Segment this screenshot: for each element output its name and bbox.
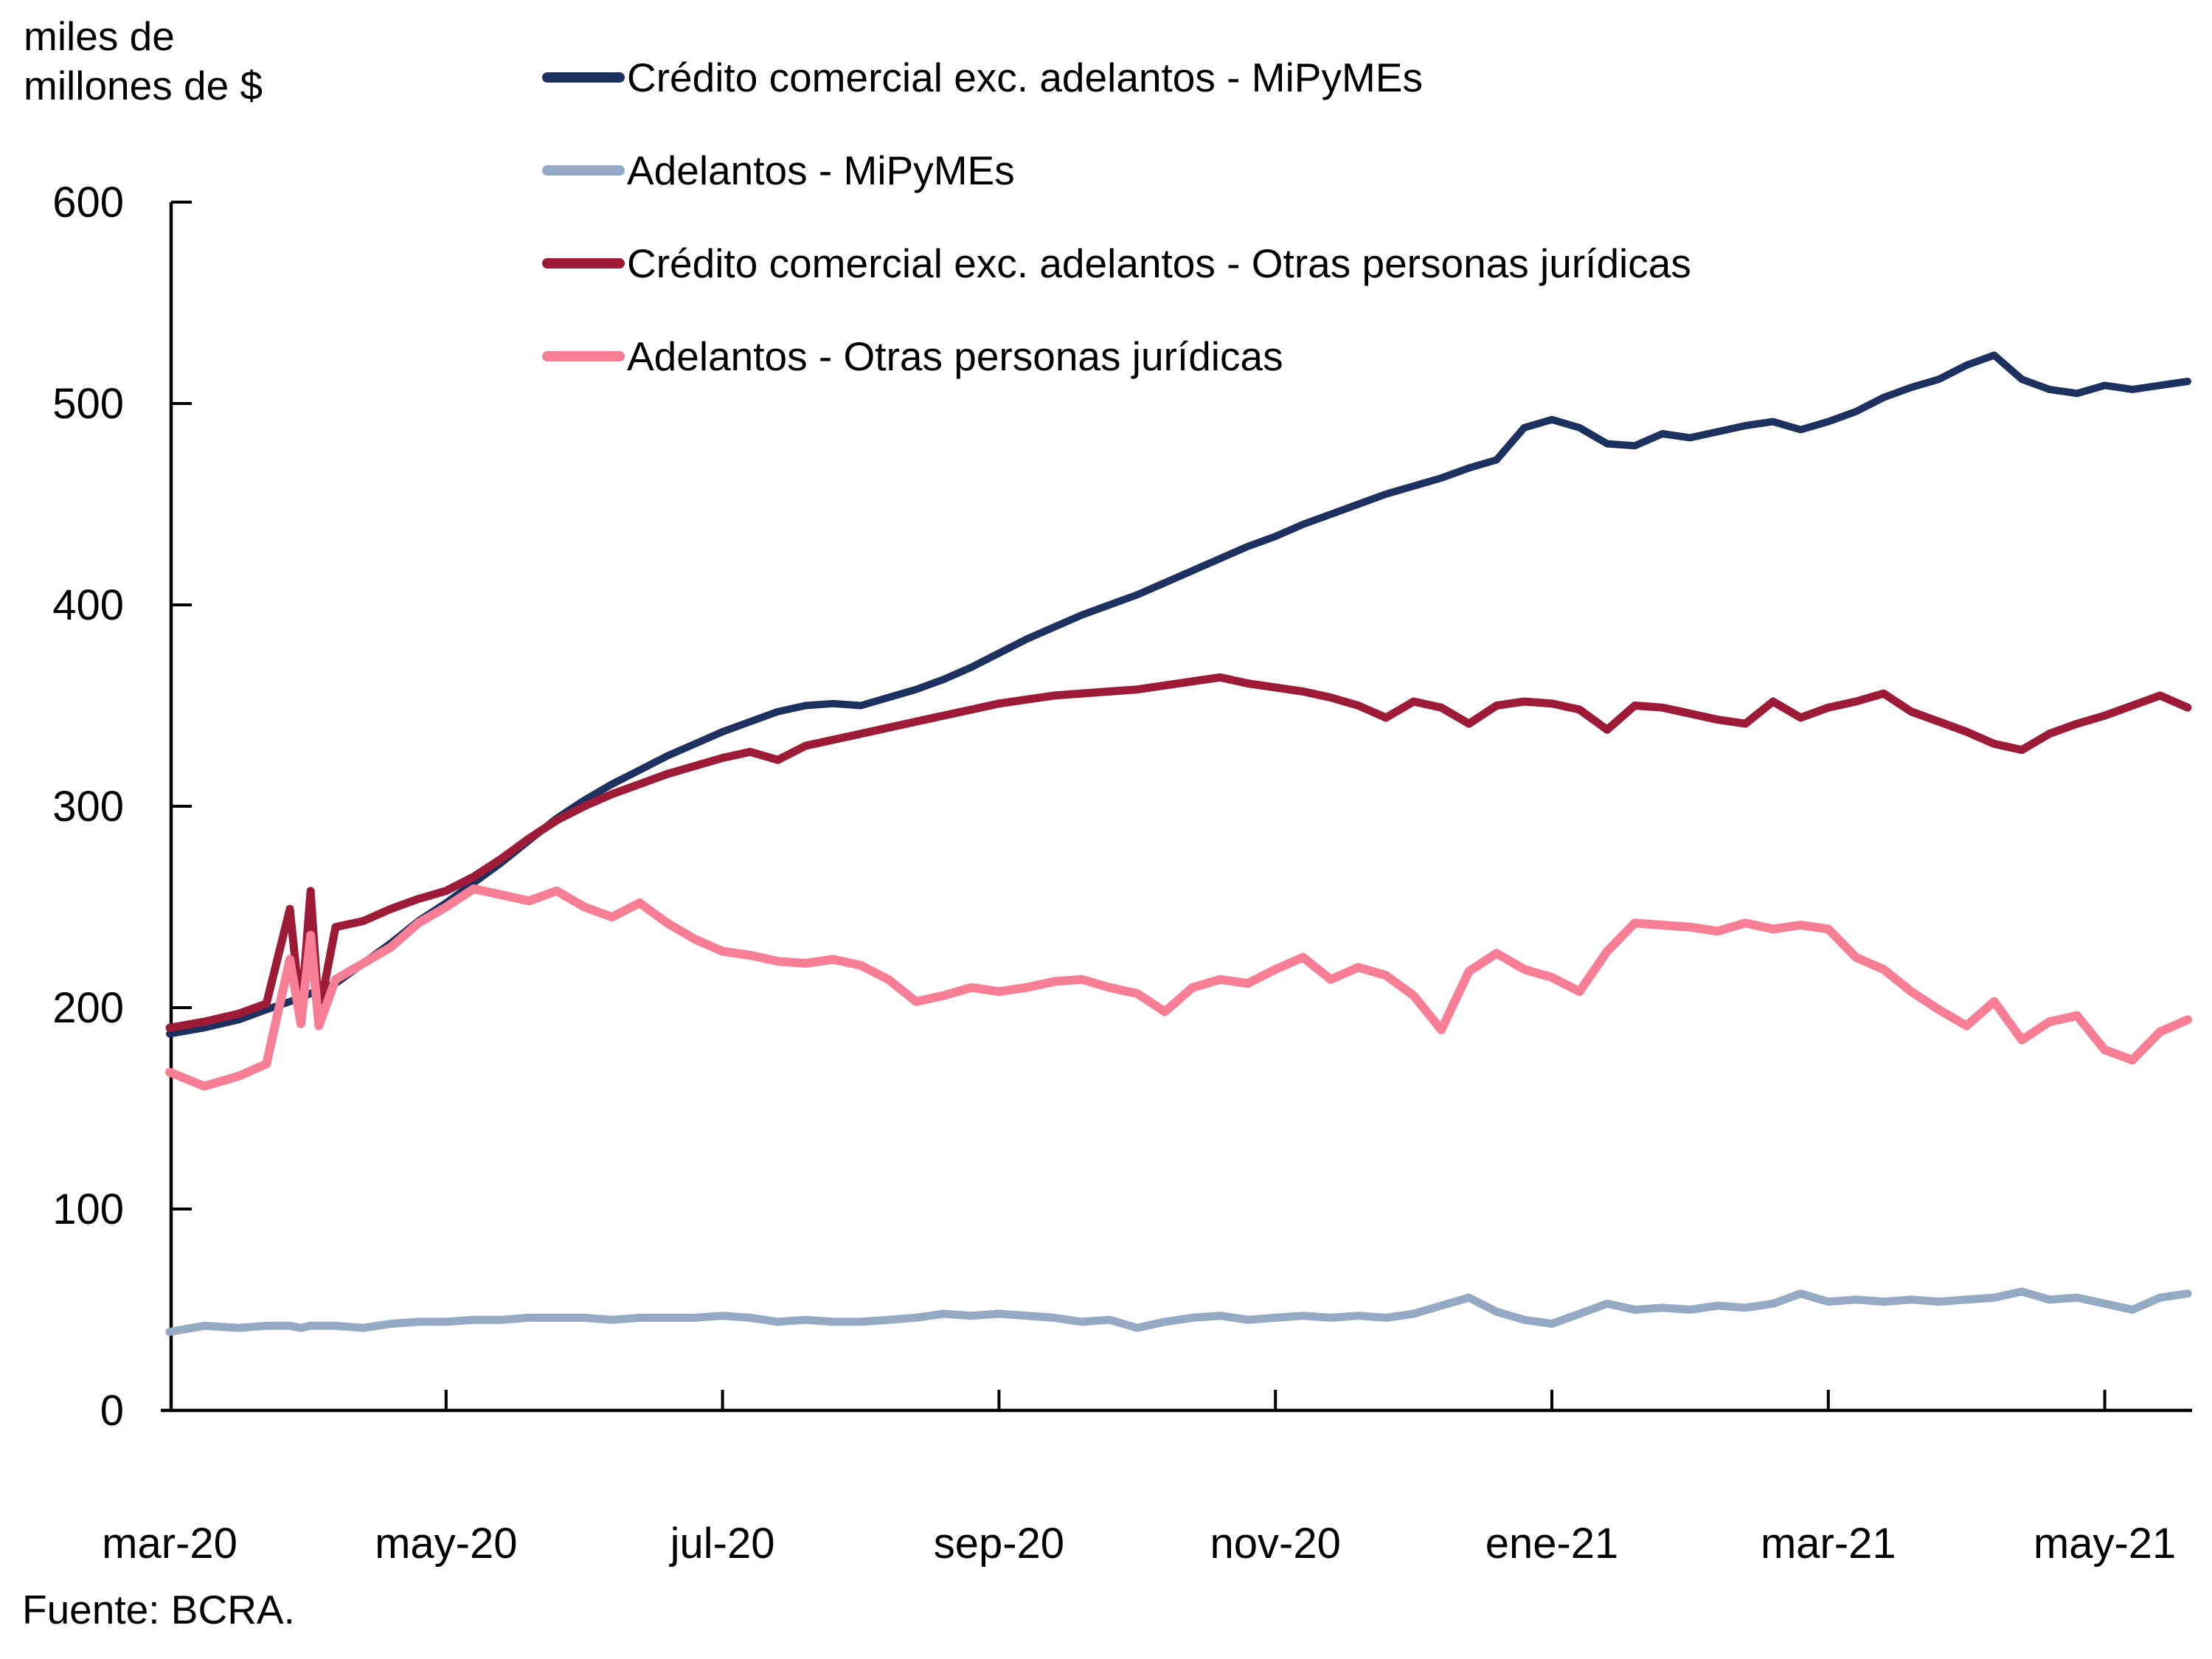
x-tick-label: nov-20 — [1210, 1520, 1341, 1568]
legend-label-0: Crédito comercial exc. adelantos - MiPyM… — [627, 55, 1423, 100]
x-tick-label: mar-21 — [1761, 1520, 1896, 1568]
y-tick-label: 400 — [52, 581, 124, 629]
x-tick-label: sep-20 — [934, 1520, 1064, 1568]
y-tick-label: 600 — [52, 179, 124, 226]
y-axis-title-line1: miles de — [24, 13, 175, 59]
y-tick-label: 300 — [52, 783, 124, 831]
series-line-2 — [165, 673, 2192, 1032]
source-note: Fuente: BCRA. — [22, 1587, 295, 1632]
axis-lines — [161, 202, 2192, 1413]
legend-swatch-0 — [542, 72, 625, 83]
legend-item-2: Crédito comercial exc. adelantos - Otras… — [542, 217, 1691, 310]
legend-swatch-1 — [542, 165, 625, 176]
legend-item-3: Adelantos - Otras personas jurídicas — [542, 310, 1691, 403]
legend-label-1: Adelantos - MiPyMEs — [627, 148, 1015, 193]
x-tick-label: jul-20 — [669, 1520, 775, 1568]
x-tick-label: may-21 — [2034, 1520, 2176, 1568]
legend-label-2: Crédito comercial exc. adelantos - Otras… — [627, 240, 1691, 286]
legend-swatch-2 — [542, 258, 625, 269]
y-axis-title: miles de millones de $ — [24, 12, 263, 111]
x-tick-label: ene-21 — [1485, 1520, 1619, 1568]
legend-item-1: Adelantos - MiPyMEs — [542, 124, 1691, 217]
y-tick-label: 100 — [52, 1185, 124, 1233]
y-tick-label: 500 — [52, 380, 124, 428]
legend-label-3: Adelantos - Otras personas jurídicas — [627, 333, 1283, 379]
y-tick-label: 0 — [100, 1387, 124, 1435]
x-tick-label: mar-20 — [102, 1520, 238, 1568]
series-line-1 — [165, 1287, 2192, 1336]
series-line-3 — [165, 884, 2192, 1091]
legend-swatch-3 — [542, 351, 625, 361]
y-tick-label: 200 — [52, 984, 124, 1032]
y-axis-title-line2: millones de $ — [24, 63, 263, 109]
legend: Crédito comercial exc. adelantos - MiPyM… — [542, 31, 1691, 403]
legend-item-0: Crédito comercial exc. adelantos - MiPyM… — [542, 31, 1691, 124]
x-tick-label: may-20 — [375, 1520, 517, 1568]
